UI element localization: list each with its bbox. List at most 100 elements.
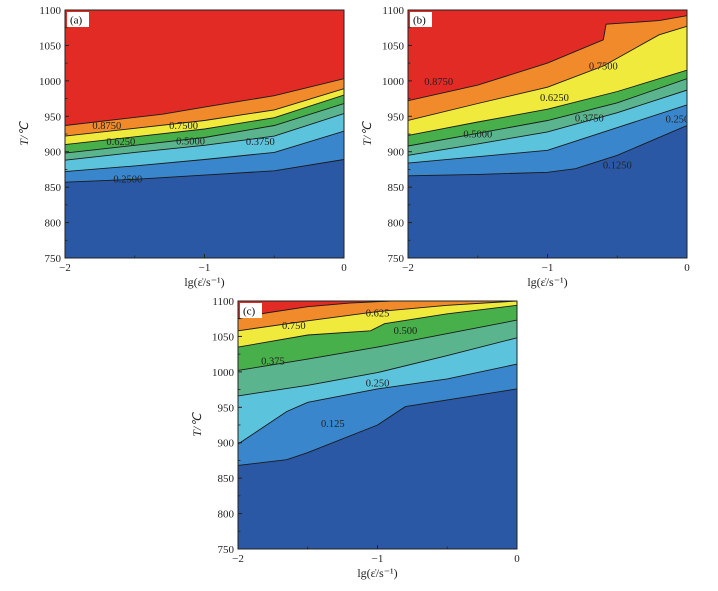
contour-value-label: 0.625 bbox=[366, 308, 390, 319]
contour-value-label: 0.250 bbox=[366, 378, 390, 389]
panel-tag-bg bbox=[240, 303, 262, 318]
contour-band-3 bbox=[238, 337, 517, 445]
y-tick-label: 1100 bbox=[212, 296, 234, 308]
contour-band-2 bbox=[408, 104, 687, 176]
x-axis-label: lg(ε̇/s⁻¹) bbox=[357, 566, 397, 580]
contour-value-label: 0.8750 bbox=[92, 121, 121, 132]
contour-value-label: 0.2500 bbox=[666, 114, 695, 125]
y-tick-label: 850 bbox=[388, 182, 405, 194]
contour-panel-2: 0.1250 0.2500 0.3750 0.5000 0.6250 0.7500 0.87… bbox=[360, 5, 695, 289]
contour-panel-3: 0.125 0.250 0.375 0.500 0.625 0.750 (c) 750 800 8… bbox=[190, 296, 520, 580]
panel-tag-bg bbox=[67, 12, 89, 27]
x-axis-label: lg(ε̇/s⁻¹) bbox=[527, 275, 567, 289]
contour-line-3 bbox=[238, 337, 517, 397]
x-tick-label: −2 bbox=[59, 262, 71, 274]
y-tick-label: 900 bbox=[218, 438, 235, 450]
contour-band-4 bbox=[238, 320, 517, 396]
x-tick-label: −1 bbox=[542, 262, 554, 274]
contour-band-7 bbox=[238, 301, 517, 331]
contour-band-8 bbox=[408, 10, 687, 101]
y-tick-label: 950 bbox=[218, 402, 235, 414]
contour-line-2 bbox=[238, 363, 517, 445]
x-tick-label: 0 bbox=[341, 262, 347, 274]
contour-value-label: 0.3750 bbox=[575, 114, 604, 125]
contour-band-6 bbox=[408, 26, 687, 136]
contour-line-7 bbox=[65, 78, 344, 126]
contour-value-label: 0.500 bbox=[394, 326, 418, 337]
contour-line-3 bbox=[65, 113, 344, 161]
contour-band-3 bbox=[408, 90, 687, 164]
contour-band-1 bbox=[408, 125, 687, 258]
x-tick-label: −1 bbox=[199, 262, 211, 274]
contour-line-5 bbox=[408, 69, 687, 136]
contour-band-8 bbox=[238, 301, 392, 319]
x-tick-label: −2 bbox=[232, 553, 244, 565]
contour-line-1 bbox=[238, 388, 517, 466]
contour-panel-1: 0.2500 0.3750 0.5000 0.6250 0.7500 0.8750 (a) 7… bbox=[17, 5, 347, 289]
contour-band-1 bbox=[65, 159, 344, 258]
y-tick-label: 1050 bbox=[212, 331, 235, 343]
y-axis-label: T/℃ bbox=[360, 121, 374, 146]
contour-line-7 bbox=[408, 15, 687, 102]
contour-line-6 bbox=[65, 88, 344, 137]
panel-tag: (c) bbox=[243, 306, 256, 318]
y-tick-label: 850 bbox=[218, 473, 235, 485]
contour-line-6 bbox=[408, 25, 687, 121]
y-tick-label: 1050 bbox=[382, 40, 405, 52]
contour-value-label: 0.6250 bbox=[540, 93, 569, 104]
y-tick-label: 1000 bbox=[212, 367, 235, 379]
y-tick-label: 1000 bbox=[39, 76, 62, 88]
y-tick-label: 1100 bbox=[39, 5, 61, 17]
contour-band-3 bbox=[65, 113, 344, 172]
y-tick-label: 1100 bbox=[382, 5, 404, 17]
y-tick-label: 900 bbox=[388, 147, 405, 159]
plot-area: 0.2500 0.3750 0.5000 0.6250 0.7500 0.8750 bbox=[65, 10, 344, 258]
contour-value-label: 0.2500 bbox=[113, 175, 142, 186]
x-tick-label: −1 bbox=[372, 553, 384, 565]
y-tick-label: 950 bbox=[45, 111, 62, 123]
x-axis-label: lg(ε̇/s⁻¹) bbox=[184, 275, 224, 289]
y-tick-label: 1000 bbox=[382, 76, 405, 88]
contour-value-label: 0.6250 bbox=[106, 137, 135, 148]
y-tick-label: 750 bbox=[218, 544, 235, 556]
contour-value-label: 0.750 bbox=[282, 321, 306, 332]
plot-area: 0.1250 0.2500 0.3750 0.5000 0.6250 0.7500 0.87… bbox=[408, 10, 695, 258]
contour-value-label: 0.7500 bbox=[589, 61, 618, 72]
contour-line-1 bbox=[408, 125, 687, 177]
y-axis-label: T/℃ bbox=[190, 412, 204, 437]
contour-band-6 bbox=[238, 301, 517, 348]
panel-tag: (a) bbox=[70, 15, 83, 27]
y-tick-label: 1050 bbox=[39, 40, 62, 52]
panel-tag-bg bbox=[410, 12, 432, 27]
contour-value-label: 0.375 bbox=[261, 357, 285, 368]
contour-line-4 bbox=[408, 78, 687, 147]
contour-line-4 bbox=[238, 319, 517, 371]
y-tick-label: 850 bbox=[45, 182, 62, 194]
contour-line-2 bbox=[408, 104, 687, 164]
panel-tag: (b) bbox=[413, 15, 426, 27]
contour-band-5 bbox=[65, 95, 344, 154]
plot-area: 0.125 0.250 0.375 0.500 0.625 0.750 bbox=[238, 301, 517, 549]
contour-value-label: 0.1250 bbox=[603, 160, 632, 171]
contour-line-5 bbox=[65, 94, 344, 146]
x-tick-label: −2 bbox=[402, 262, 414, 274]
contour-value-label: 0.7500 bbox=[169, 121, 198, 132]
contour-line-6 bbox=[238, 301, 517, 332]
contour-band-1 bbox=[238, 388, 517, 549]
contour-line-4 bbox=[65, 103, 344, 154]
contour-band-8 bbox=[65, 10, 344, 126]
contour-band-5 bbox=[238, 305, 517, 371]
contour-band-4 bbox=[65, 103, 344, 161]
y-tick-label: 800 bbox=[45, 218, 62, 230]
y-tick-label: 900 bbox=[45, 147, 62, 159]
contour-value-label: 0.5000 bbox=[463, 129, 492, 140]
contour-line-5 bbox=[238, 304, 517, 348]
contour-value-label: 0.5000 bbox=[176, 136, 205, 147]
contour-line-3 bbox=[408, 89, 687, 156]
contour-band-6 bbox=[65, 88, 344, 145]
contour-value-label: 0.125 bbox=[321, 419, 345, 430]
contour-band-5 bbox=[408, 70, 687, 146]
contour-value-label: 0.8750 bbox=[424, 77, 453, 88]
contour-value-label: 0.3750 bbox=[246, 137, 275, 148]
